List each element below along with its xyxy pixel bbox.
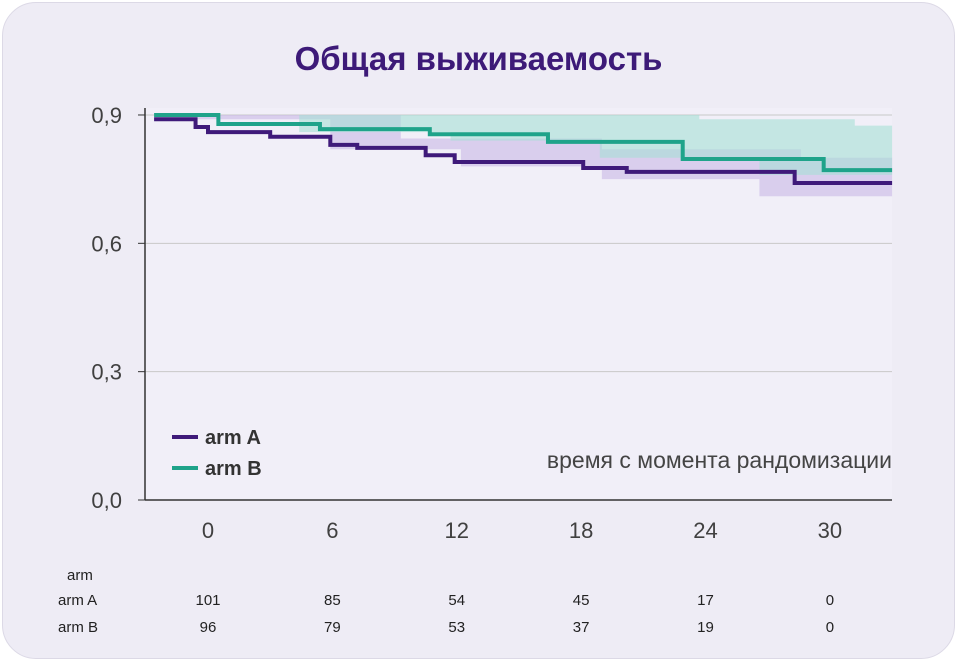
confidence-band-b	[154, 114, 893, 201]
x-tick-label: 24	[693, 518, 717, 543]
survival-curve-a	[154, 117, 893, 186]
risk-count: 45	[572, 592, 590, 609]
risk-count: 54	[448, 592, 466, 609]
risk-count: 101	[195, 592, 221, 609]
risk-count: 0	[825, 619, 835, 636]
risk-table-header: arm	[67, 567, 93, 584]
risk-count: 0	[825, 592, 835, 609]
x-tick-label: 30	[818, 518, 842, 543]
risk-count: 17	[697, 592, 714, 609]
legend-label: arm A	[205, 427, 261, 449]
x-tick-label: 12	[445, 518, 469, 543]
y-tick-label: 0,0	[91, 488, 122, 513]
x-tick-label: 18	[569, 518, 593, 543]
y-tick-label: 0,9	[91, 103, 122, 128]
x-tick-label: 6	[326, 518, 338, 543]
risk-row-label: arm A	[58, 592, 98, 609]
risk-count: 37	[572, 619, 590, 636]
confidence-band-a	[154, 114, 893, 220]
risk-count: 19	[697, 619, 714, 636]
chart-title: Общая выживаемость	[294, 40, 663, 77]
legend-label: arm B	[205, 458, 262, 480]
survival-curve-b	[154, 112, 893, 173]
x-axis-label: время с момента рандомизации	[547, 447, 892, 473]
risk-row-label: arm B	[58, 619, 99, 636]
risk-count: 85	[324, 592, 341, 609]
y-tick-label: 0,6	[91, 231, 122, 256]
risk-count: 79	[324, 619, 341, 636]
risk-count: 96	[199, 619, 217, 636]
x-tick-label: 0	[202, 518, 214, 543]
risk-count: 53	[448, 619, 466, 636]
y-tick-label: 0,3	[91, 360, 122, 385]
